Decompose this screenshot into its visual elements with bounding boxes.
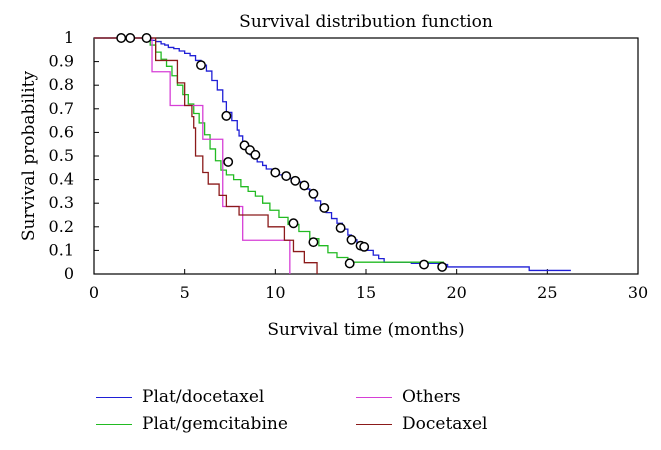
censor-marker-plat-docetaxel [359, 241, 370, 252]
censor-marker-plat-gemcitabine [223, 156, 234, 167]
legend-item-plat-docetaxel: Plat/docetaxel [96, 387, 264, 407]
chart-title: Survival distribution function [239, 12, 493, 32]
series-line-plat-docetaxel [94, 37, 571, 272]
legend-label-plat-docetaxel: Plat/docetaxel [142, 387, 265, 407]
censor-marker-plat-docetaxel [290, 175, 301, 186]
y-tick-label: 0 [64, 264, 74, 283]
legend-item-docetaxel: Docetaxel [356, 414, 488, 434]
censor-marker-plat-docetaxel [270, 167, 281, 178]
y-tick-label: 0.9 [49, 52, 74, 71]
censor-marker-plat-docetaxel [335, 223, 346, 233]
censor-marker-plat-docetaxel [281, 171, 292, 182]
censor-marker-plat-docetaxel [221, 110, 232, 121]
legend-label-docetaxel: Docetaxel [402, 414, 488, 434]
y-tick-label: 0.6 [49, 122, 74, 141]
censor-marker-plat-docetaxel [346, 234, 357, 245]
censor-marker-plat-docetaxel [196, 60, 206, 71]
censor-marker-plat-gemcitabine [288, 218, 299, 229]
legend-label-plat-gemcitabine: Plat/gemcitabine [142, 414, 288, 434]
legend-swatch-plat-docetaxel [96, 396, 132, 398]
y-tick-label: 0.4 [49, 170, 74, 189]
censor-marker-plat-docetaxel [299, 180, 310, 191]
y-tick-label: 0.2 [49, 217, 74, 236]
legend-item-plat-gemcitabine: Plat/gemcitabine [96, 414, 288, 434]
legend-swatch-plat-gemcitabine [96, 423, 132, 425]
x-axis-label: Survival time (months) [267, 320, 464, 340]
x-tick-label: 20 [446, 283, 466, 302]
censor-marker-plat-gemcitabine [344, 258, 355, 269]
series-layer [94, 33, 571, 274]
y-tick-label: 0.7 [49, 99, 74, 118]
censor-marker-plat-docetaxel [250, 149, 261, 160]
censor-marker-plat-docetaxel [116, 33, 127, 43]
y-tick-label: 0.3 [49, 193, 74, 212]
x-tick-label: 15 [356, 283, 376, 302]
series-line-docetaxel [94, 37, 318, 274]
censor-marker-plat-docetaxel [125, 33, 136, 43]
y-tick-label: 0.5 [49, 146, 74, 165]
x-axis: 0 5 10 15 20 25 30 [89, 269, 648, 302]
x-tick-label: 5 [180, 283, 190, 302]
x-tick-label: 0 [89, 283, 99, 302]
legend-swatch-others [356, 396, 392, 398]
censor-marker-plat-docetaxel [437, 261, 448, 272]
censor-marker-plat-docetaxel [141, 33, 152, 43]
x-tick-label: 10 [265, 283, 285, 302]
series-line-others [94, 37, 291, 274]
y-axis: 0 0.1 0.2 0.3 0.4 0.5 0.6 0.7 0.8 0.9 1 [49, 28, 99, 283]
series-line-plat-gemcitabine [94, 37, 444, 263]
legend-item-others: Others [356, 387, 461, 407]
censor-marker-plat-docetaxel [308, 188, 319, 199]
legend-label-others: Others [402, 387, 461, 407]
legend-swatch-docetaxel [356, 423, 392, 425]
plot-frame [93, 37, 639, 275]
y-axis-label: Survival probability [19, 70, 39, 241]
y-tick-label: 0.1 [49, 240, 74, 259]
censor-marker-plat-docetaxel [319, 202, 330, 213]
x-tick-label: 25 [537, 283, 557, 302]
censor-marker-plat-gemcitabine [308, 237, 319, 248]
x-tick-label: 30 [628, 283, 648, 302]
censor-marker-plat-docetaxel [419, 259, 429, 270]
y-tick-label: 0.8 [49, 75, 74, 94]
y-tick-label: 1 [64, 28, 74, 47]
